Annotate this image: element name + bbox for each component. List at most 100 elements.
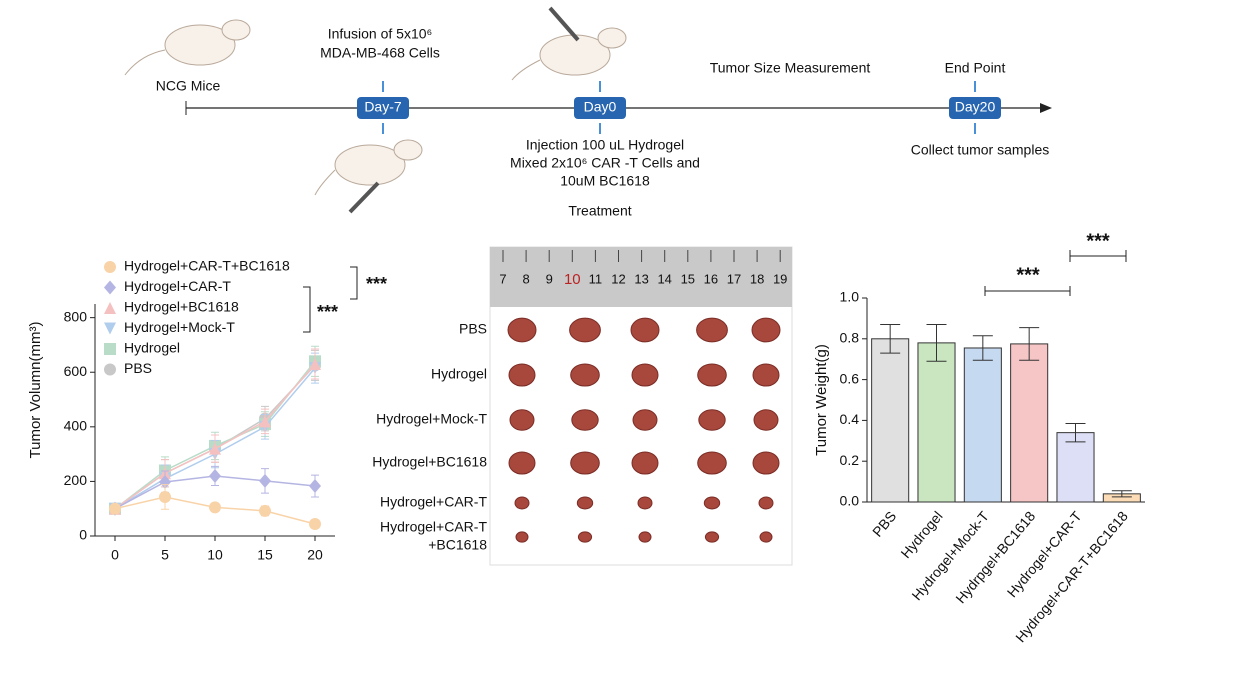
mice (124, 19, 627, 196)
row-label: Hydrogel+CAR-T (380, 519, 487, 535)
tumor (630, 317, 660, 343)
ruler-number: 8 (522, 271, 529, 286)
tumor (571, 409, 599, 431)
tumor (638, 531, 652, 543)
line-chart: 0 200 400 600 800 0 5 10 15 20 Tumor Volumn(mm³) Hy… (27, 258, 387, 563)
legend-marker (104, 261, 116, 273)
bar (1010, 343, 1049, 503)
significance-bracket (1069, 250, 1127, 262)
ruler-number: 9 (546, 271, 553, 286)
injection-text: Mixed 2x10⁶ CAR -T Cells and (510, 155, 700, 171)
tumor (752, 363, 780, 387)
tumor (697, 363, 727, 387)
data-point (209, 442, 221, 455)
tumor (569, 317, 601, 343)
tumor (631, 363, 659, 387)
infusion-text: Infusion of 5x10⁶ (328, 26, 433, 42)
day-label: Day-7 (364, 99, 402, 115)
y-tick-label: 0.6 (840, 370, 860, 386)
tumor (697, 451, 727, 475)
start-label: NCG Mice (156, 78, 221, 94)
tumor (698, 409, 726, 431)
legend-marker (104, 322, 116, 335)
legend-label: Hydrogel+BC1618 (124, 299, 239, 315)
tumor (752, 451, 780, 475)
significance: *** (1086, 230, 1110, 252)
y-axis-label: Tumor Weight(g) (813, 344, 830, 456)
x-tick-label: Hydrpgel+BC1618 (952, 508, 1038, 606)
tumor (631, 451, 659, 475)
x-tick-label: 5 (161, 547, 169, 563)
legend-marker (104, 280, 116, 295)
tumor (637, 496, 653, 510)
legend-label: Hydrogel+CAR-T+BC1618 (124, 258, 290, 274)
infusion-text: MDA-MB-468 Cells (320, 45, 440, 61)
y-tick-label: 0 (79, 527, 87, 543)
ruler-number: 7 (499, 271, 506, 286)
bar (917, 342, 956, 503)
y-tick-label: 200 (64, 472, 88, 488)
ruler-number: 11 (589, 271, 603, 286)
tumor (507, 317, 537, 343)
data-point (159, 474, 171, 489)
ruler-number: 15 (681, 271, 695, 286)
tumor (632, 409, 658, 431)
data-point (109, 502, 121, 515)
bar (871, 338, 910, 503)
error-bar (1065, 422, 1086, 443)
x-tick-label: 15 (257, 547, 273, 563)
ruler (490, 247, 792, 307)
error-bar (926, 324, 947, 362)
data-point (309, 358, 321, 371)
data-point (159, 490, 171, 503)
tumor (577, 531, 593, 543)
tumor (514, 496, 530, 510)
photo-content: 7 8 9 10 11 12 13 14 15 16 17 18 19 PBS Hydrogel Hydrog… (372, 250, 787, 553)
significance: *** (1016, 264, 1040, 286)
data-point (209, 468, 221, 483)
tumor (751, 317, 781, 343)
day-ticks (382, 81, 976, 134)
x-tick-label: Hydrogel (897, 508, 945, 561)
ruler-number: 16 (704, 271, 718, 286)
significance-bracket (350, 266, 358, 300)
timeline-arrow (1040, 103, 1052, 113)
y-tick-label: 400 (64, 418, 88, 434)
y-tick-label: 0.4 (840, 411, 860, 427)
ruler-number: 19 (773, 271, 787, 286)
bar (963, 347, 1002, 503)
legend-marker (104, 302, 116, 314)
data-point (259, 473, 271, 488)
ruler-number: 18 (750, 271, 764, 286)
tumor (508, 451, 536, 475)
legend-marker (104, 363, 116, 376)
data-point (209, 501, 221, 514)
significance: *** (366, 274, 387, 294)
ruler-number: 13 (634, 271, 648, 286)
y-tick-label: 0.2 (840, 452, 860, 468)
tumor (508, 363, 536, 387)
measurement-text: Tumor Size Measurement (710, 60, 871, 76)
bar (1056, 432, 1095, 503)
treatment-text: Treatment (568, 203, 631, 219)
y-axis-label: Tumor Volumn(mm³) (27, 322, 44, 459)
injection-text: 10uM BC1618 (560, 173, 650, 189)
tumor (509, 409, 535, 431)
tumor (704, 531, 720, 543)
significance-bracket (984, 286, 1071, 296)
data-point (309, 517, 321, 530)
day-boxes (357, 97, 1001, 119)
ruler-number: 10 (564, 271, 581, 288)
legend-marker (104, 343, 116, 355)
y-tick-label: 0.0 (840, 493, 860, 509)
data-point (259, 415, 271, 428)
y-tick-label: 800 (64, 308, 88, 324)
y-tick-label: 600 (64, 363, 88, 379)
data-point (259, 504, 271, 517)
tumor (759, 531, 773, 543)
row-label: Hydrogel+CAR-T (380, 494, 487, 510)
tumor (515, 531, 529, 543)
data-point (309, 479, 321, 494)
legend-label: Hydrogel (124, 340, 180, 356)
